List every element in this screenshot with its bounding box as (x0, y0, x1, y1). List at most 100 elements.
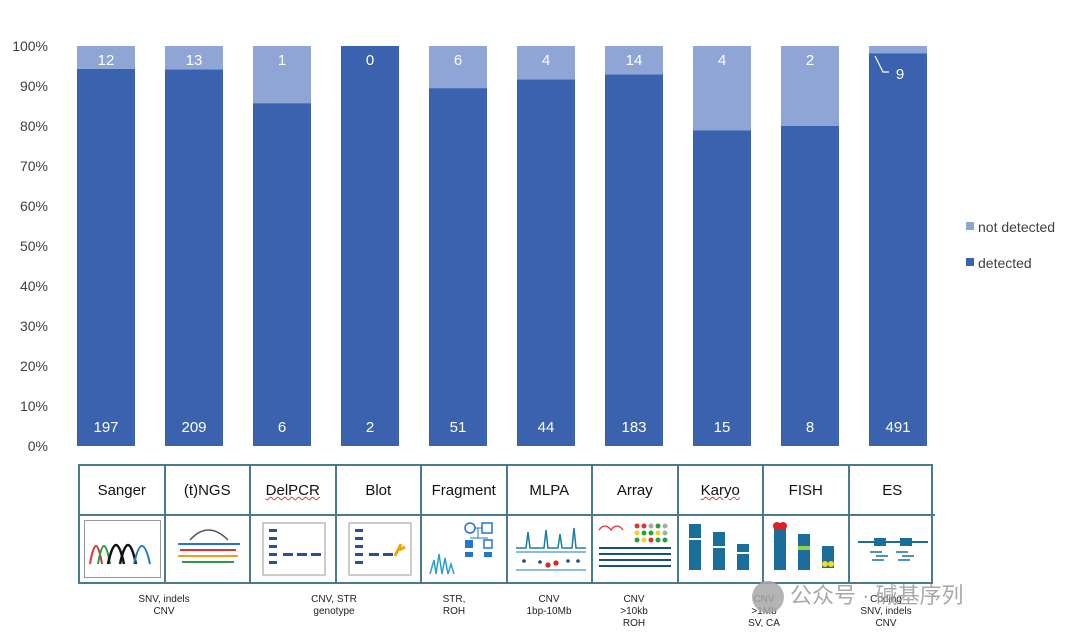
legend-swatch-detected (966, 258, 974, 266)
data-label-detected: 6 (278, 419, 286, 436)
caption: CNV 1bp-10Mb (494, 594, 604, 618)
y-tick-label: 20% (20, 358, 48, 374)
caption-line: ROH (622, 618, 646, 629)
watermark-text: 公众号 · 碱基序列 (790, 583, 964, 608)
caption-line: genotype (313, 606, 355, 617)
y-tick-label: 80% (20, 118, 48, 134)
method-name: (t)NGS (165, 466, 249, 516)
caption-line: >10kb (620, 606, 648, 617)
leader-line (874, 55, 889, 73)
exome-reads-icon (854, 520, 932, 578)
caption: SNV, indels CNV (109, 594, 219, 618)
method-name: Sanger (80, 466, 164, 516)
caption-line: ROH (442, 606, 466, 617)
method-column-blot: Blot (336, 466, 422, 582)
legend-label-detected: detected (978, 255, 1032, 271)
data-label-detected: 491 (885, 419, 910, 436)
data-label-not-detected: 9 (896, 66, 904, 83)
bar-not-detected-sanger (77, 46, 135, 69)
method-column-mlpa: MLPA (507, 466, 593, 582)
caption: Coding SNV, indels CNV (831, 594, 941, 630)
data-label-detected: 2 (366, 419, 374, 436)
caption-line: CNV, STR (311, 594, 357, 605)
method-name: Array (593, 466, 677, 516)
y-tick-label: 30% (20, 318, 48, 334)
caption-line: CNV (538, 594, 560, 605)
y-tick-label: 90% (20, 78, 48, 94)
method-name: Karyo (678, 466, 762, 516)
bar-not-detected-karyo (693, 46, 751, 131)
data-label-not-detected: 2 (806, 52, 814, 69)
microarray-icon (597, 520, 673, 578)
bar-not-detected-delpcr (253, 46, 311, 104)
bar-detected-fish (781, 126, 839, 446)
caption-line: STR, (442, 594, 466, 605)
data-label-detected: 8 (806, 419, 814, 436)
method-name: FISH (764, 466, 848, 516)
legend-swatch-not-detected (966, 222, 974, 230)
method-column-sanger: Sanger (80, 466, 166, 582)
data-label-not-detected: 6 (454, 52, 462, 69)
method-name: MLPA (507, 466, 591, 516)
caption-line: SNV, indels (138, 594, 190, 605)
method-name: Fragment (422, 466, 506, 516)
method-column-delpcr: DelPCR (251, 466, 337, 582)
y-tick-label: 50% (20, 238, 48, 254)
caption: CNV >10kb ROH (579, 594, 689, 630)
blot-gel-icon (341, 520, 417, 578)
caption-line: Coding (870, 594, 902, 605)
caption: STR, ROH (399, 594, 509, 618)
caption-line: 1bp-10Mb (526, 606, 572, 617)
caption-line: CNV (875, 618, 897, 629)
data-label-not-detected: 12 (98, 52, 115, 69)
fish-chromosomes-icon (768, 520, 844, 578)
method-name: ES (849, 466, 935, 516)
method-table: Sanger (t)NGS DelPCR Blot Fragment MLPA Array K… (78, 464, 935, 584)
sanger-chromatogram-icon (84, 520, 161, 578)
data-label-detected: 197 (93, 419, 118, 436)
caption: CNV, STR genotype (279, 594, 389, 618)
ngs-reads-icon (170, 520, 246, 578)
data-label-detected: 183 (621, 419, 646, 436)
bar-not-detected-mlpa (517, 46, 575, 80)
caption-line: CNV (623, 594, 645, 605)
bar-detected-sanger (77, 68, 135, 447)
y-tick-label: 10% (20, 398, 48, 414)
pedigree-fragment-icon (426, 520, 502, 578)
bar-not-detected-tngs (165, 46, 223, 70)
bar-not-detected-fish (781, 46, 839, 126)
method-column-fragment: Fragment (422, 466, 508, 582)
caption-line: SV, CA (748, 618, 780, 629)
data-label-not-detected: 0 (366, 52, 374, 69)
bar-detected-array (605, 74, 663, 447)
bar-not-detected-es (869, 46, 927, 54)
method-name: DelPCR (251, 466, 335, 516)
y-tick-label: 40% (20, 278, 48, 294)
caption-line: SNV, indels (860, 606, 912, 617)
data-label-detected: 51 (450, 419, 467, 436)
method-column-es: ES (849, 466, 935, 582)
data-label-not-detected: 4 (718, 52, 726, 69)
method-name: Blot (336, 466, 420, 516)
method-column-karyo: Karyo (678, 466, 764, 582)
data-label-not-detected: 1 (278, 52, 286, 69)
bar-detected-blot (341, 46, 399, 446)
bar-detected-tngs (165, 69, 223, 446)
bar-detected-mlpa (517, 79, 575, 446)
karyotype-chromosomes-icon (683, 520, 759, 578)
bar-detected-delpcr (253, 103, 311, 447)
bar-not-detected-array (605, 46, 663, 75)
watermark: 公众号 · 碱基序列 (752, 578, 964, 614)
data-label-detected: 209 (181, 419, 206, 436)
bar-detected-es (869, 53, 927, 446)
bar-detected-fragment (429, 88, 487, 447)
bar-not-detected-fragment (429, 46, 487, 89)
data-label-not-detected: 14 (626, 52, 643, 69)
method-column-fish: FISH (764, 466, 850, 582)
y-tick-label: 70% (20, 158, 48, 174)
data-label-not-detected: 13 (186, 52, 203, 69)
data-label-detected: 44 (538, 419, 555, 436)
mlpa-peaks-icon (512, 520, 588, 578)
data-label-not-detected: 4 (542, 52, 550, 69)
